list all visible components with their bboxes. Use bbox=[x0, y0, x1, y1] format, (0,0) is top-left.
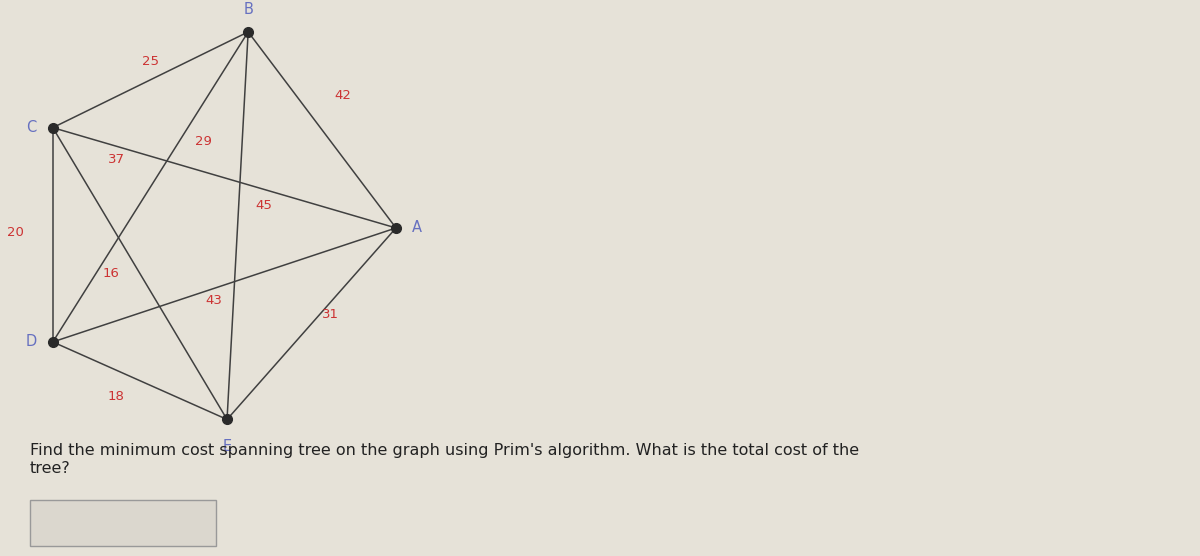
Text: C: C bbox=[26, 120, 37, 135]
Text: Find the minimum cost spanning tree on the graph using Prim's algorithm. What is: Find the minimum cost spanning tree on t… bbox=[30, 444, 859, 476]
Text: 31: 31 bbox=[322, 308, 338, 321]
Text: 43: 43 bbox=[205, 295, 222, 307]
Text: 18: 18 bbox=[108, 390, 125, 403]
Text: 37: 37 bbox=[108, 153, 125, 166]
Text: D: D bbox=[26, 335, 37, 349]
Text: 45: 45 bbox=[256, 198, 272, 212]
Text: 29: 29 bbox=[194, 135, 211, 148]
Text: E: E bbox=[222, 439, 232, 454]
Text: A: A bbox=[412, 221, 422, 235]
Text: 16: 16 bbox=[102, 267, 119, 280]
Text: B: B bbox=[244, 2, 253, 17]
Text: 25: 25 bbox=[142, 55, 158, 68]
FancyBboxPatch shape bbox=[30, 500, 216, 546]
Text: 42: 42 bbox=[335, 90, 352, 102]
Text: 20: 20 bbox=[7, 226, 24, 239]
